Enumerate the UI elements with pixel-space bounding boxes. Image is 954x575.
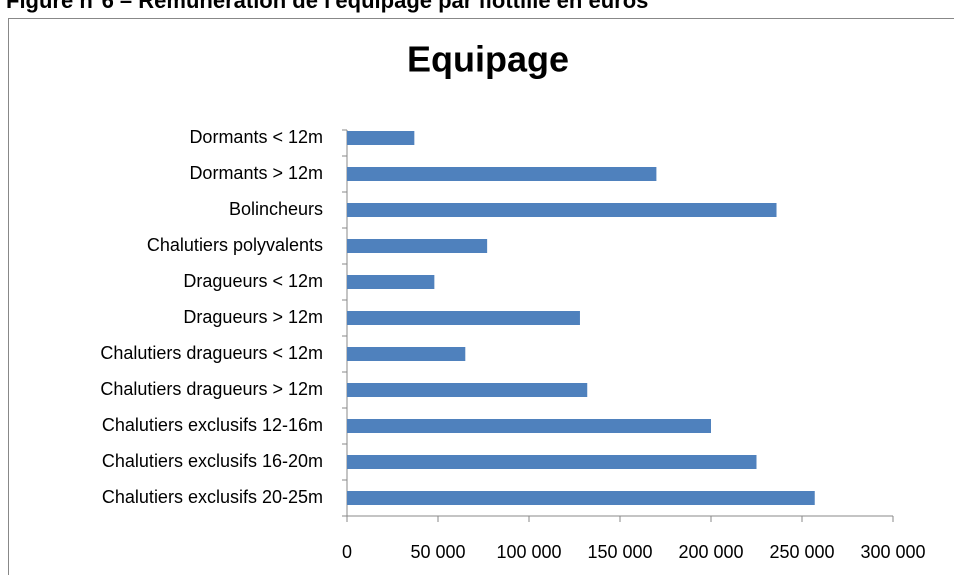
y-tick-label: Dragueurs > 12m [183,307,323,327]
y-tick-label: Dragueurs < 12m [183,271,323,291]
x-tick-label: 300 000 [860,542,925,562]
page-header: Figure n°6 – Rémunération de l'équipage … [6,0,648,13]
bar [347,347,466,361]
bar [347,167,657,181]
y-tick-label: Dormants > 12m [189,163,323,183]
bar [347,491,815,505]
chart-frame [8,18,954,575]
y-tick-label: Chalutiers exclusifs 16-20m [102,451,323,471]
y-tick-label: Chalutiers dragueurs > 12m [100,379,323,399]
y-tick-label: Chalutiers exclusifs 12-16m [102,415,323,435]
x-tick-label: 150 000 [587,542,652,562]
bar [347,239,488,253]
y-tick-label: Chalutiers polyvalents [147,235,323,255]
x-tick-label: 50 000 [410,542,465,562]
bar [347,419,711,433]
chart-title: Equipage [407,39,569,80]
y-tick-label: Chalutiers dragueurs < 12m [100,343,323,363]
y-tick-label: Dormants < 12m [189,127,323,147]
y-tick-label: Chalutiers exclusifs 20-25m [102,487,323,507]
bar [347,383,588,397]
y-tick-label: Bolincheurs [229,199,323,219]
x-tick-label: 250 000 [769,542,834,562]
x-tick-label: 100 000 [496,542,561,562]
bar [347,455,757,469]
bar [347,131,415,145]
x-tick-label: 200 000 [678,542,743,562]
bar [347,275,435,289]
x-tick-label: 0 [342,542,352,562]
bar [347,311,580,325]
bar [347,203,777,217]
